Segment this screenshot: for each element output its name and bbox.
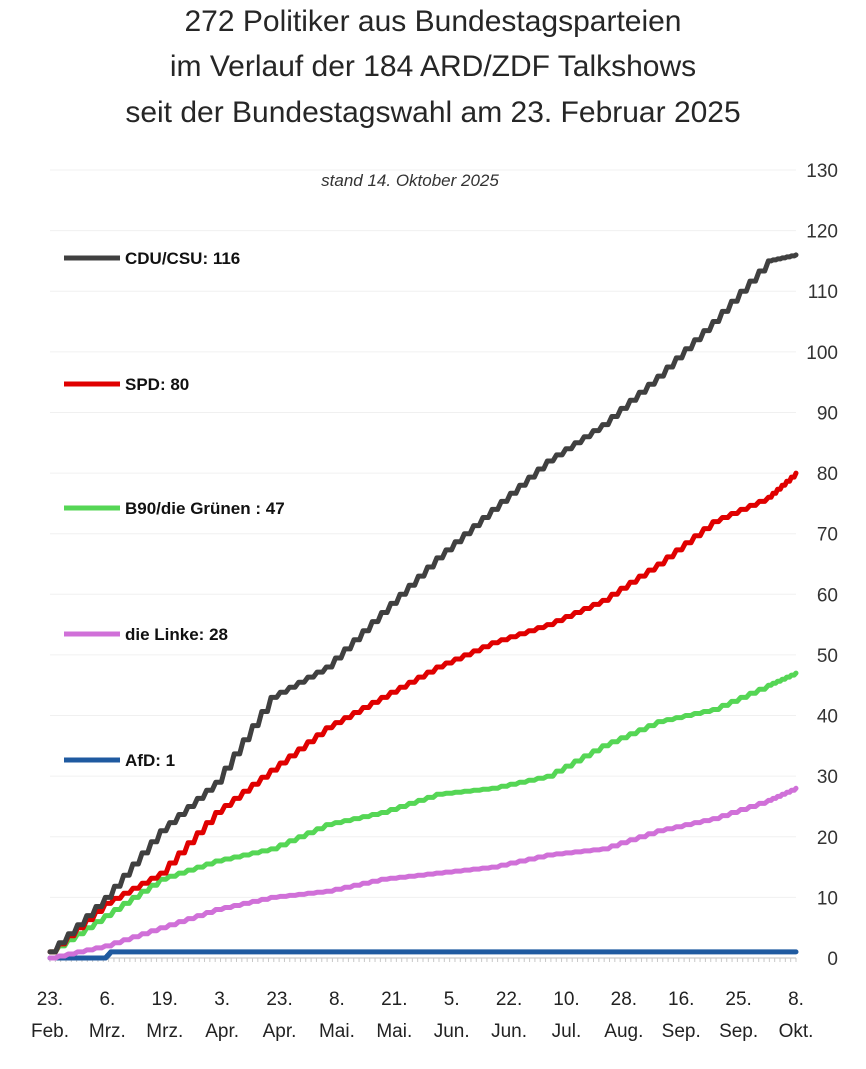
series-line-cdu-csu [47,252,799,955]
x-tick-month: Aug. [604,1021,643,1042]
x-tick-day: 6. [99,989,115,1010]
x-tick-day: 21. [381,989,407,1010]
x-tick-month: Sep. [662,1021,701,1042]
y-tick-label-120: 120 [806,222,838,243]
y-tick-label-20: 20 [817,828,838,849]
x-tick-day: 19. [152,989,178,1010]
gridlines [50,169,796,959]
x-tick-day: 5. [444,989,460,1010]
x-tick-day: 22. [496,989,522,1010]
series-line-spd [47,470,799,955]
x-tick-day: 25. [725,989,751,1010]
series-line-die-linke [47,785,799,961]
x-axis: 23. Feb. 6. Mrz. 19. Mrz. 3. Apr. 23. Apr. 8. Mai. 2… [31,957,814,1042]
series-line-b90-die-gr-nen [47,670,799,955]
y-tick-label-40: 40 [817,707,838,728]
x-tick-day: 10. [553,989,579,1010]
y-tick-label-70: 70 [817,525,838,546]
x-tick-month: Jun. [434,1021,470,1042]
legend-label-spd: SPD: 80 [125,375,189,394]
chart-title-line-2: im Verlauf der 184 ARD/ZDF Talkshows [169,50,697,83]
y-tick-label-30: 30 [817,767,838,788]
legend-label-cdu-csu: CDU/CSU: 116 [125,249,240,268]
x-tick-month: Mrz. [89,1021,126,1042]
x-tick-day: 28. [611,989,637,1010]
x-tick-month: Sep. [719,1021,758,1042]
y-tick-label-90: 90 [817,403,838,424]
chart-subtitle: stand 14. Oktober 2025 [321,171,499,190]
x-tick-month: Feb. [31,1021,69,1042]
x-tick-month: Mrz. [146,1021,183,1042]
x-tick-month: Apr. [263,1021,297,1042]
x-tick-day: 8. [788,989,804,1010]
series-line-afd [47,949,799,961]
y-tick-label-130: 130 [806,161,838,182]
legend-label-b90-die-gr-nen: B90/die Grünen : 47 [125,499,285,518]
chart-title-line-3: seit der Bundestagswahl am 23. Februar 2… [125,96,741,129]
x-tick-month: Apr. [205,1021,239,1042]
chart-title-line-1: 272 Politiker aus Bundestagsparteien [184,5,682,38]
x-tick-day: 23. [266,989,292,1010]
x-tick-month: Jun. [491,1021,527,1042]
x-tick-day: 23. [37,989,63,1010]
y-tick-label-60: 60 [817,585,838,606]
y-tick-label-0: 0 [827,949,838,970]
series-lines [47,252,799,961]
y-tick-label-100: 100 [806,343,838,364]
legend-label-afd: AfD: 1 [125,751,175,770]
x-tick-month: Jul. [552,1021,582,1042]
x-tick-day: 8. [329,989,345,1010]
y-tick-label-50: 50 [817,646,838,667]
x-tick-month: Mai. [319,1021,355,1042]
y-tick-label-110: 110 [808,282,838,303]
legend: CDU/CSU: 116 SPD: 80 B90/die Grünen : 47 di… [64,249,285,770]
y-axis: 0 10 20 30 40 50 60 70 80 90 100 110 120 130 [806,161,838,970]
x-tick-month: Okt. [779,1021,814,1042]
x-tick-day: 16. [668,989,694,1010]
y-tick-label-10: 10 [817,888,838,909]
legend-label-die-linke: die Linke: 28 [125,625,228,644]
x-tick-month: Mai. [376,1021,412,1042]
y-tick-label-80: 80 [817,464,838,485]
x-tick-day: 3. [214,989,230,1010]
